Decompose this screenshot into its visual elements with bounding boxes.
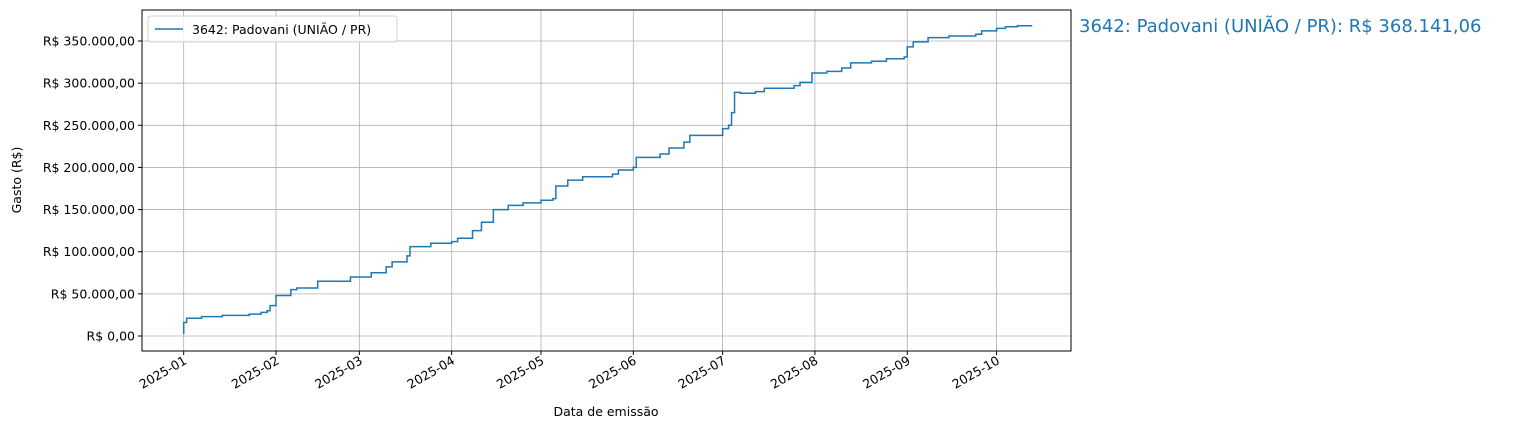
x-axis: 2025-01 2025-02 2025-03 2025-04 2025-05 2025-… bbox=[136, 351, 1002, 392]
series-line bbox=[182, 24, 1033, 335]
y-tick-label: R$ 50.000,00 bbox=[51, 286, 135, 301]
x-axis-label: Data de emissão bbox=[553, 404, 658, 419]
x-tick-label: 2025-07 bbox=[675, 353, 728, 392]
y-tick-label: R$ 200.000,00 bbox=[43, 160, 135, 175]
x-tick-label: 2025-04 bbox=[404, 353, 457, 392]
x-tick-label: 2025-02 bbox=[229, 353, 282, 392]
legend-label: 3642: Padovani (UNIÃO / PR) bbox=[192, 22, 371, 37]
y-tick-label: R$ 300.000,00 bbox=[43, 76, 135, 91]
y-tick-label: R$ 250.000,00 bbox=[43, 118, 135, 133]
y-tick-label: R$ 100.000,00 bbox=[43, 244, 135, 259]
y-axis-label: Gasto (R$) bbox=[9, 147, 24, 214]
plot-frame bbox=[141, 9, 1072, 352]
legend: 3642: Padovani (UNIÃO / PR) bbox=[147, 15, 398, 43]
total-annotation: 3642: Padovani (UNIÃO / PR): R$ 368.141,… bbox=[1079, 15, 1481, 37]
x-tick-label: 2025-01 bbox=[136, 353, 189, 392]
y-tick-label: R$ 0,00 bbox=[87, 328, 135, 343]
grid bbox=[142, 10, 1071, 351]
y-tick-label: R$ 150.000,00 bbox=[43, 202, 135, 217]
y-axis: R$ 0,00 R$ 50.000,00 R$ 100.000,00 R$ 150.0… bbox=[43, 34, 142, 343]
x-tick-label: 2025-06 bbox=[586, 353, 639, 392]
x-tick-label: 2025-09 bbox=[860, 353, 913, 392]
x-tick-label: 2025-05 bbox=[494, 353, 547, 392]
x-tick-label: 2025-03 bbox=[312, 353, 365, 392]
x-tick-label: 2025-08 bbox=[768, 353, 821, 392]
x-tick-label: 2025-10 bbox=[949, 353, 1002, 392]
y-tick-label: R$ 350.000,00 bbox=[43, 34, 135, 49]
